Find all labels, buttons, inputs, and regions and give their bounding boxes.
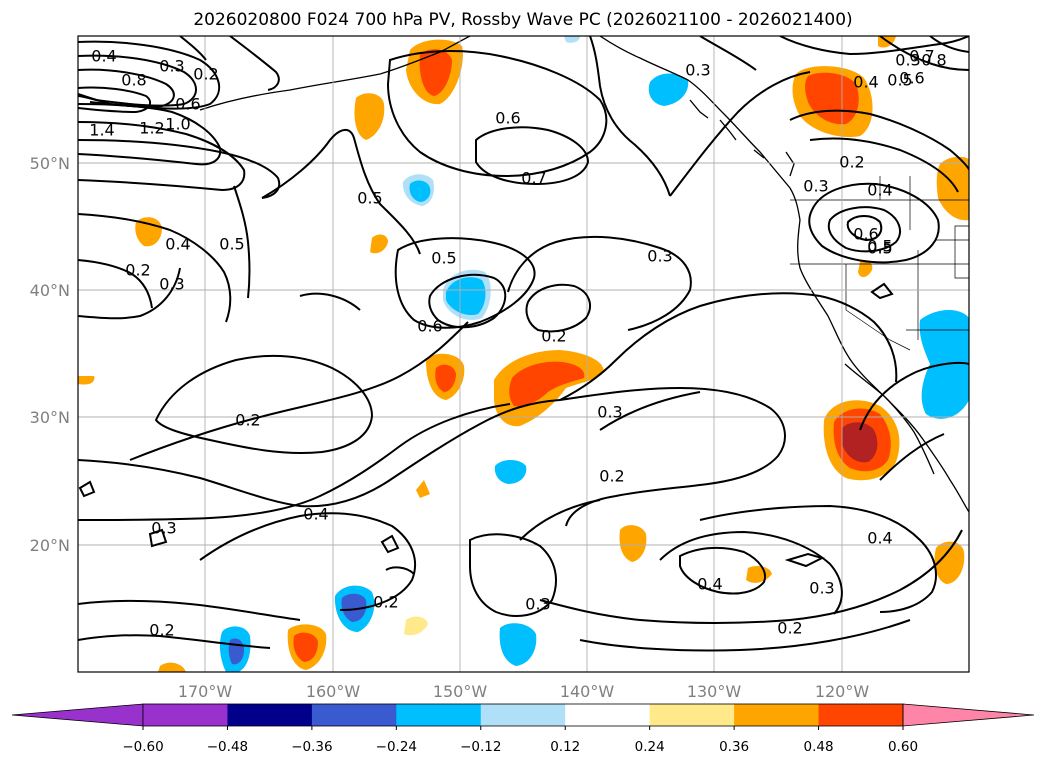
- coastlines: [199, 36, 969, 513]
- colorbar: −0.60 −0.48 −0.36 −0.24 −0.12 0.12 0.24 0.36 0.4…: [11, 703, 1035, 755]
- contour-label: 0.2: [777, 619, 802, 638]
- lon-label: 160°W: [306, 682, 361, 701]
- colorbar-arrow-min: [11, 703, 144, 727]
- contour-label: 0.2: [149, 621, 174, 640]
- contour-label: 0.2: [125, 261, 150, 280]
- colorbar-tick-label: −0.24: [376, 739, 417, 755]
- contour-label: 0.5: [357, 189, 382, 208]
- lon-label: 130°W: [687, 682, 742, 701]
- contour-label: 0.3: [803, 177, 828, 196]
- colorbar-tick-label: −0.36: [291, 739, 332, 755]
- colorbar-tick-label: 0.24: [635, 739, 665, 755]
- lat-label: 20°N: [30, 536, 70, 555]
- colorbar-tick-label: 0.60: [888, 739, 918, 755]
- contour-label: 0.3: [159, 275, 184, 294]
- lon-label: 150°W: [433, 682, 488, 701]
- contour-label: 0.4: [867, 529, 892, 548]
- colorbar-tick-label: −0.12: [460, 739, 501, 755]
- contour-label: 0.8: [921, 51, 946, 70]
- colorbar-cell: [649, 704, 735, 726]
- colorbar-cell: [143, 704, 228, 726]
- contour-label: 0.3: [597, 403, 622, 422]
- contour-label: 0.4: [303, 505, 328, 524]
- contour-label: 0.6: [175, 95, 200, 114]
- contour-label: 0.3: [809, 579, 834, 598]
- lon-label: 120°W: [815, 682, 870, 701]
- colorbar-tick-label: 0.48: [804, 739, 834, 755]
- contour-label: 0.7: [909, 47, 934, 66]
- lon-label: 140°W: [560, 682, 615, 701]
- contour-label: 0.4: [867, 181, 892, 200]
- contour-label: 0.3: [685, 61, 710, 80]
- map-border: [77, 35, 970, 673]
- map-title: 2026020800 F024 700 hPa PV, Rossby Wave …: [193, 10, 852, 30]
- pv-contours: [78, 36, 969, 652]
- latitude-labels: 50°N 40°N 30°N 20°N: [30, 154, 70, 555]
- contour-label: 1.2: [139, 119, 164, 138]
- lon-label: 170°W: [178, 682, 233, 701]
- contour-label: 0.3: [525, 595, 550, 614]
- contour-label: 0.4: [165, 235, 190, 254]
- colorbar-cell: [734, 704, 820, 726]
- contour-label: 0.2: [193, 65, 218, 84]
- contour-label: 1.0: [165, 115, 190, 134]
- contour-label: 0.4: [91, 47, 116, 66]
- contour-label: 0.3: [895, 51, 920, 70]
- lat-label: 30°N: [30, 408, 70, 427]
- contour-label: 0.5: [431, 249, 456, 268]
- lat-label: 50°N: [30, 154, 70, 173]
- colorbar-cell: [311, 704, 397, 726]
- colorbar-cell: [480, 704, 566, 726]
- contour-label: 0.7: [521, 169, 546, 188]
- contour-label: 1.4: [89, 121, 114, 140]
- colorbar-cell: [396, 704, 482, 726]
- contour-label: 0.5: [867, 239, 892, 258]
- colorbar-tick-label: 0.12: [550, 739, 580, 755]
- contour-label: 0.6: [495, 109, 520, 128]
- map-panel: 0.4 0.3 0.2 0.8 0.6 1.0 1.2 1.4 0.5 0.6 …: [78, 36, 969, 672]
- colorbar-arrow-max: [902, 703, 1035, 727]
- contour-label: 0.3: [647, 247, 672, 266]
- contour-label: 0.2: [235, 411, 260, 430]
- contour-labels: 0.4 0.3 0.2 0.8 0.6 1.0 1.2 1.4 0.5 0.6 …: [89, 47, 946, 640]
- lat-label: 40°N: [30, 281, 70, 300]
- contour-label: 0.4: [853, 73, 878, 92]
- positive-anomaly-shading: [78, 36, 969, 672]
- colorbar-cell: [818, 704, 904, 726]
- contour-label: 0.3: [151, 519, 176, 538]
- contour-label: 0.4: [697, 575, 722, 594]
- contour-label: 0.6: [899, 69, 924, 88]
- contour-label: 0.2: [541, 327, 566, 346]
- colorbar-tick-label: −0.48: [207, 739, 248, 755]
- colorbar-tick-label: −0.60: [122, 739, 163, 755]
- contour-label: 0.5: [887, 71, 912, 90]
- contour-label: 0.6: [853, 225, 878, 244]
- contour-label: 0.8: [121, 71, 146, 90]
- contour-label: 0.2: [373, 593, 398, 612]
- colorbar-frame: [142, 703, 904, 727]
- contour-label: 0.2: [839, 153, 864, 172]
- grid-lines: [78, 36, 969, 672]
- colorbar-cell: [565, 704, 651, 726]
- contour-label: 0.5: [867, 237, 892, 256]
- contour-label: 0.2: [599, 467, 624, 486]
- contour-label: 0.6: [417, 317, 442, 336]
- longitude-labels: 170°W 160°W 150°W 140°W 130°W 120°W: [178, 682, 870, 701]
- contour-label: 0.5: [219, 235, 244, 254]
- colorbar-tick-label: 0.36: [719, 739, 749, 755]
- colorbar-cell: [227, 704, 313, 726]
- contour-label: 0.3: [159, 57, 184, 76]
